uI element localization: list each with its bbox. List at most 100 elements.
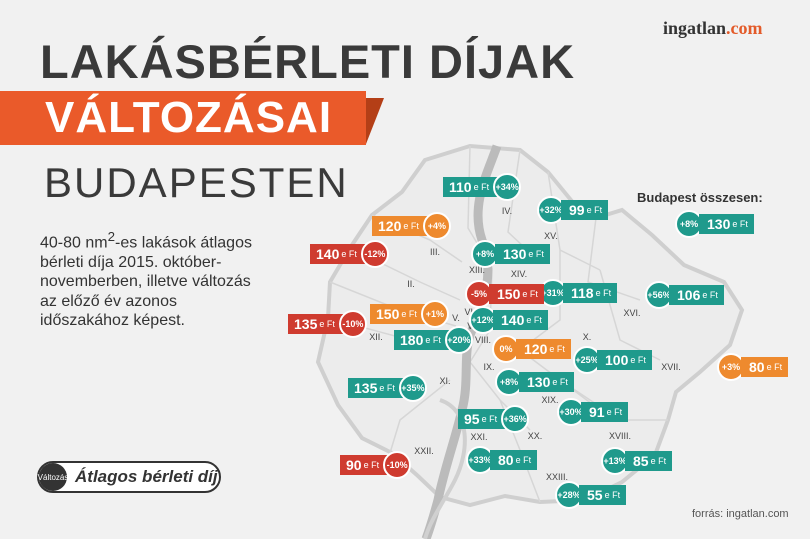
badge-district-xxiii: +28% 55 e Ft [555, 481, 627, 509]
badge-district-viii: 0% 120 e Ft [492, 335, 571, 363]
rent-value: 120 e Ft [516, 339, 571, 359]
district-label: XXII. [414, 446, 434, 456]
rent-value: 80 e Ft [741, 357, 789, 377]
district-label: XIV. [510, 269, 528, 279]
logo: ingatlan.com [663, 18, 763, 39]
rent-value: 135 e Ft [288, 314, 343, 334]
badge-district-xiv: +31% 118 e Ft [539, 279, 618, 307]
rent-value: 110 e Ft [443, 177, 498, 197]
badge-district-xvii: +3% 80 e Ft [717, 353, 789, 381]
title-banner [0, 91, 366, 145]
district-label: XXIII. [545, 472, 569, 482]
rent-value: 99 e Ft [561, 200, 609, 220]
badge-district-ii: 150 e Ft +1% [370, 300, 449, 328]
district-label: XII. [369, 332, 383, 342]
badge-district-xxii: 90 e Ft -10% [340, 451, 412, 479]
description-sup: 2 [107, 229, 116, 244]
change-circle: +28% [555, 481, 583, 509]
rent-value: 140 e Ft [310, 244, 365, 264]
badge-district-iii-upper: 120 e Ft +4% [372, 212, 451, 240]
budapest-total-label: Budapest összesen: [637, 190, 763, 205]
description-post: -es lakások átlagos bérleti díja 2015. o… [40, 234, 252, 330]
change-circle: +33% [466, 446, 494, 474]
district-label: XVII. [661, 362, 681, 372]
danube-river [421, 144, 502, 539]
change-circle: +34% [493, 173, 522, 201]
title-line-1: LAKÁSBÉRLETI DÍJAK [40, 35, 576, 88]
district-label: XIX. [541, 395, 559, 405]
rent-value: 130 e Ft [495, 244, 550, 264]
rent-value: 135 e Ft [348, 378, 403, 398]
change-circle: -10% [338, 310, 367, 338]
district-label: XIII. [468, 265, 486, 275]
badge-district-xiii: +8% 130 e Ft [471, 240, 550, 268]
rent-value: 80 e Ft [490, 450, 538, 470]
badge-district-i: 180 e Ft +20% [394, 326, 473, 354]
rent-value: 150 e Ft [370, 304, 425, 324]
badge-district-xi: 135 e Ft +35% [348, 374, 427, 402]
description: 40-80 nm2-es lakások átlagos bérleti díj… [40, 227, 270, 331]
description-pre: 40-80 nm [40, 234, 108, 252]
district-label: XX. [527, 431, 543, 441]
change-circle: +30% [557, 398, 585, 426]
change-circle: +4% [422, 212, 451, 240]
rent-value: 95 e Ft [458, 409, 506, 429]
change-circle: +13% [601, 447, 629, 475]
badge-district-xxi-upper: 95 e Ft +36% [458, 405, 530, 433]
legend-change-circle: Változás [38, 463, 68, 491]
rent-value: 130 e Ft [519, 372, 574, 392]
badge-district-xviii: +13% 85 e Ft [601, 447, 673, 475]
change-circle: +35% [398, 374, 427, 402]
change-circle: -12% [360, 240, 389, 268]
legend: Változás Átlagos bérleti díj [37, 461, 221, 493]
badge-district-vii: +12% 140 e Ft [469, 306, 548, 334]
badge-district-xii: 135 e Ft -10% [288, 310, 367, 338]
rent-value: 150 e Ft [489, 284, 544, 304]
rent-value: 106 e Ft [669, 285, 724, 305]
change-circle: +3% [717, 353, 745, 381]
rent-value: 100 e Ft [597, 350, 652, 370]
badge-budapest-total: +8% 130 e Ft [675, 210, 754, 238]
logo-domain: .com [726, 18, 763, 38]
rent-value: 91 e Ft [581, 402, 629, 422]
district-label: XXI. [470, 432, 488, 442]
badge-district-iii: 140 e Ft -12% [310, 240, 389, 268]
change-circle: +1% [420, 300, 449, 328]
badge-district-xxi: +33% 80 e Ft [466, 446, 538, 474]
change-circle: -10% [383, 451, 412, 479]
district-label: VIII. [474, 335, 492, 345]
title-banner-fold [366, 98, 384, 144]
rent-value: 120 e Ft [372, 216, 427, 236]
badge-district-xv: +32% 99 e Ft [537, 196, 609, 224]
district-label: IX. [483, 362, 495, 372]
district-label: II. [407, 279, 415, 289]
district-label: X. [582, 332, 592, 342]
rent-value: 55 e Ft [579, 485, 627, 505]
rent-value: 140 e Ft [493, 310, 548, 330]
district-label: XV. [544, 231, 558, 241]
rent-value: 118 e Ft [563, 283, 618, 303]
badge-district-xvi: +56% 106 e Ft [645, 281, 724, 309]
badge-district-xiii-red: -5% 150 e Ft [465, 280, 544, 308]
change-circle: +36% [501, 405, 530, 433]
badge-district-xix: +30% 91 e Ft [557, 398, 629, 426]
district-label: IV. [501, 206, 513, 216]
change-circle: +25% [573, 346, 601, 374]
logo-name: ingatlan [663, 18, 727, 38]
rent-value: 85 e Ft [625, 451, 673, 471]
badge-district-x: +25% 100 e Ft [573, 346, 652, 374]
title-line-2: VÁLTOZÁSAI [45, 93, 333, 142]
district-label: V. [452, 313, 460, 323]
district-label: XVI. [623, 308, 641, 318]
badge-district-ix: +8% 130 e Ft [495, 368, 574, 396]
change-circle: +8% [675, 210, 703, 238]
district-label: III. [429, 247, 441, 257]
rent-value: 130 e Ft [699, 214, 754, 234]
badge-district-iv: 110 e Ft +34% [443, 173, 522, 201]
rent-value: 180 e Ft [394, 330, 449, 350]
rent-value: 90 e Ft [340, 455, 388, 475]
district-label: XVIII. [608, 431, 632, 441]
title-line-3: BUDAPESTEN [44, 159, 349, 206]
source-credit: forrás: ingatlan.com [692, 508, 789, 520]
